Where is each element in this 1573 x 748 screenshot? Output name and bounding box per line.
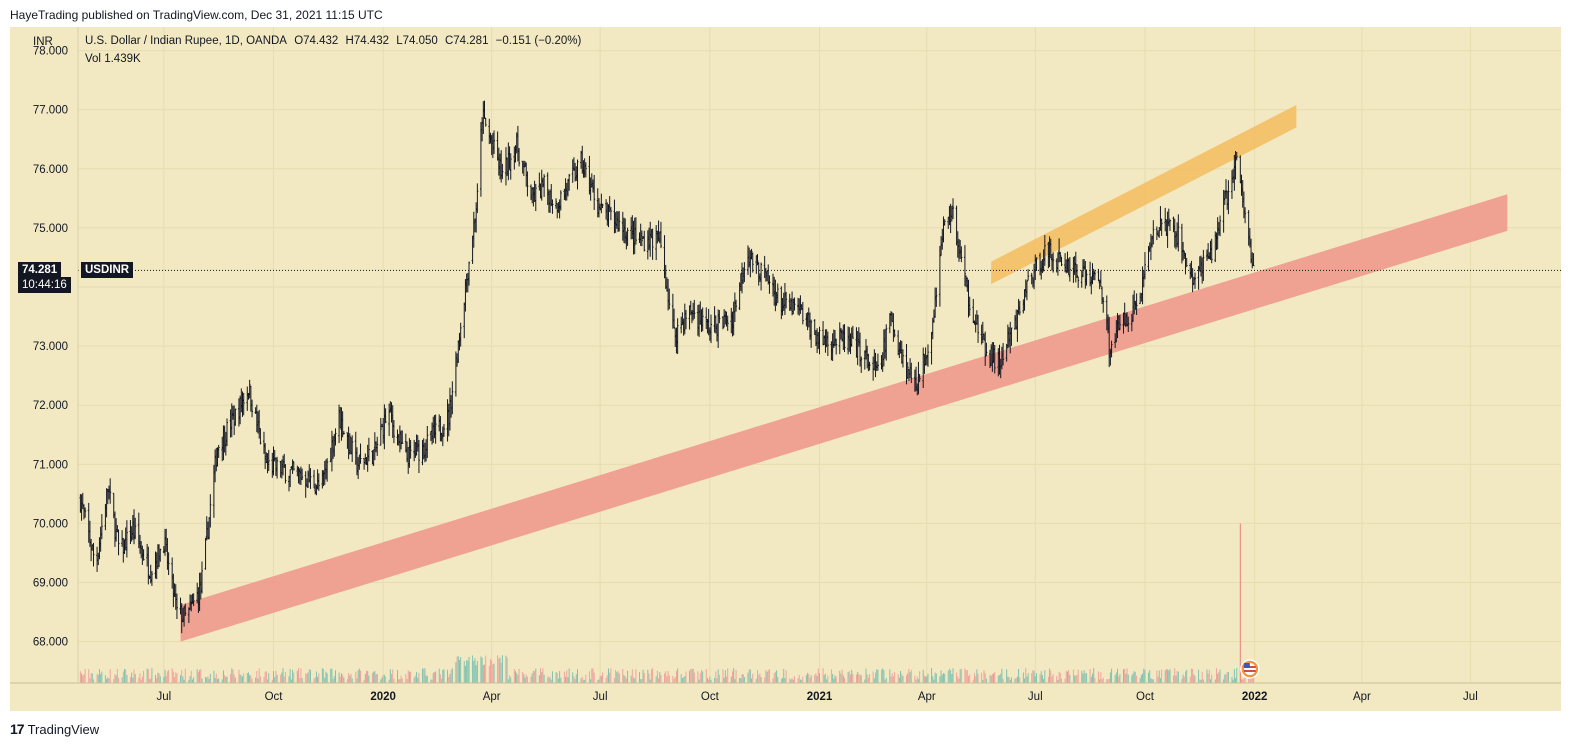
tradingview-logo-icon: 17 [10, 721, 25, 737]
published-line: HayeTrading published on TradingView.com… [10, 8, 383, 22]
y-tick-label: 77.000 [33, 105, 68, 117]
x-tick-label: Oct [1136, 691, 1155, 703]
event-icon-stripe [1243, 670, 1256, 672]
x-tick-label: Jul [156, 691, 171, 703]
legend-high: H74.432 [345, 35, 389, 47]
x-tick-label: Oct [265, 691, 284, 703]
event-icon-canton [1243, 663, 1250, 668]
x-tick-label: Apr [1353, 691, 1371, 703]
y-tick-label: 70.000 [33, 518, 68, 530]
x-tick-label: Oct [701, 691, 720, 703]
x-tick-label: 2020 [370, 691, 396, 703]
x-tick-label: Jul [1028, 691, 1043, 703]
x-tick-label: 2022 [1242, 691, 1268, 703]
y-tick-label: 76.000 [33, 164, 68, 176]
x-tick-label: Jul [593, 691, 608, 703]
y-tick-label: 75.000 [33, 223, 68, 235]
y-tick-label: 69.000 [33, 578, 68, 590]
footer: 17 TradingView [10, 721, 99, 737]
y-tick-label: 71.000 [33, 459, 68, 471]
legend-vol-label: Vol [85, 53, 101, 65]
x-tick-label: Jul [1463, 691, 1478, 703]
y-tick-label: 68.000 [33, 637, 68, 649]
resistance-band [991, 105, 1297, 285]
volume-legend: Vol 1.439K [85, 53, 141, 65]
symbol-tag: USDINR [81, 262, 134, 279]
y-tick-label: 73.000 [33, 341, 68, 353]
price-chart[interactable]: 68.00069.00070.00071.00072.00073.00074.0… [10, 27, 1561, 711]
support-band [180, 194, 1508, 642]
legend-low: L74.050 [396, 35, 438, 47]
last-price-tag: 74.281 [18, 262, 62, 279]
y-tick-label: 78.000 [33, 46, 68, 58]
legend-close: C74.281 [444, 35, 489, 47]
footer-brand: TradingView [27, 721, 100, 737]
x-tick-label: 2021 [807, 691, 833, 703]
legend-vol-value: 1.439K [104, 53, 141, 65]
x-tick-label: Apr [483, 691, 501, 703]
y-tick-label: 72.000 [33, 400, 68, 412]
chart-area[interactable]: 68.00069.00070.00071.00072.00073.00074.0… [10, 27, 1561, 711]
axis-unit-label: INR [33, 36, 53, 48]
legend-open: O74.432 [294, 35, 339, 47]
x-tick-label: Apr [918, 691, 936, 703]
legend-change: −0.151 (−0.20%) [495, 35, 582, 47]
legend-symbol: U.S. Dollar / Indian Rupee, 1D, OANDA [85, 35, 287, 47]
countdown-tag: 10:44:16 [18, 277, 71, 294]
chart-legend: U.S. Dollar / Indian Rupee, 1D, OANDA O7… [85, 35, 585, 47]
